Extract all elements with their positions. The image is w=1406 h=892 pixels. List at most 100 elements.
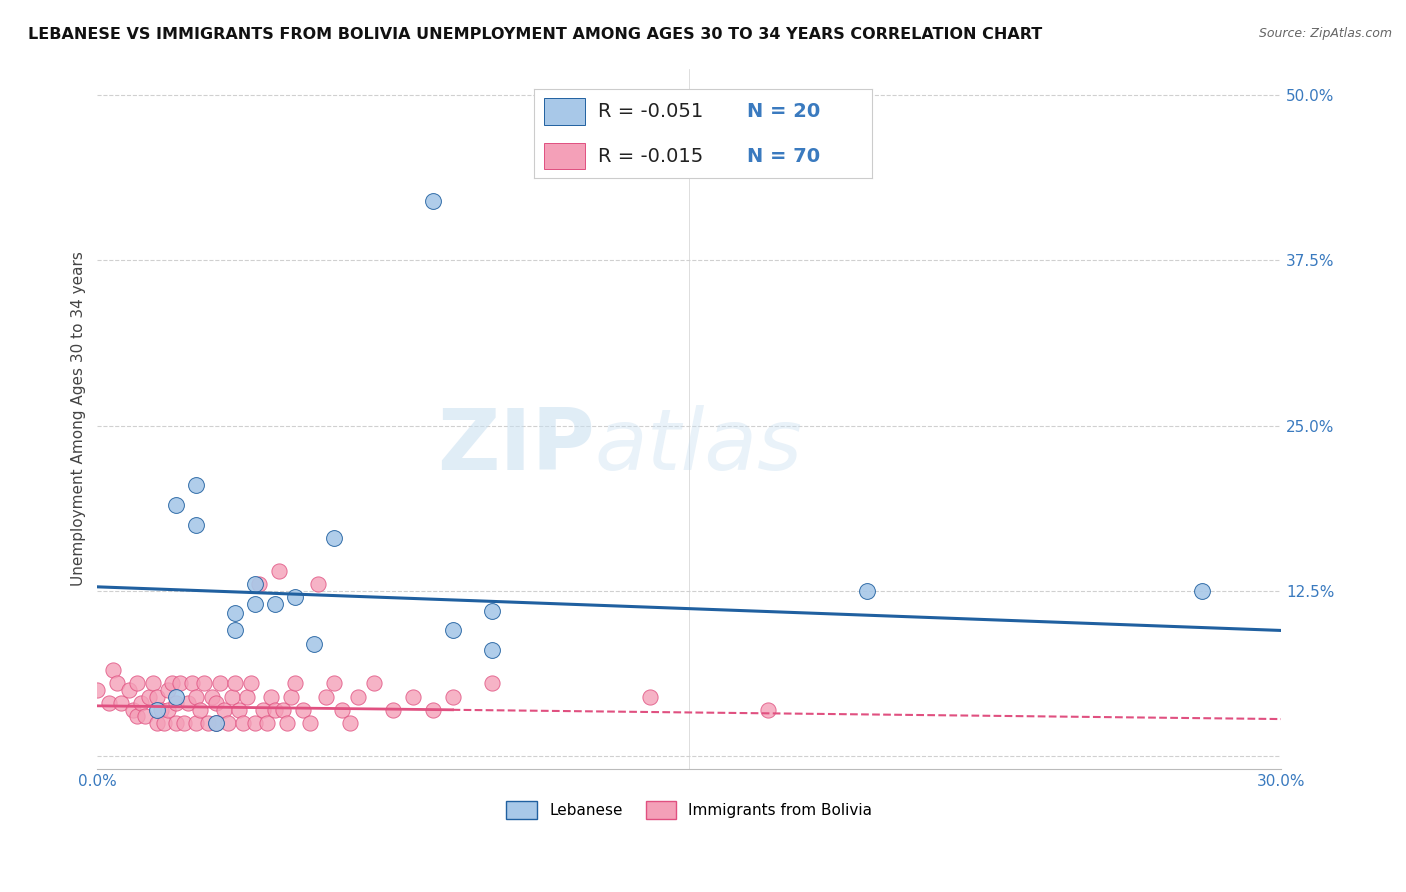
- Point: [201, 690, 224, 704]
- Point: [122, 703, 145, 717]
- Point: [638, 690, 661, 704]
- Point: [204, 716, 226, 731]
- Point: [129, 696, 152, 710]
- Point: [422, 703, 444, 717]
- Point: [165, 696, 187, 710]
- Legend: Lebanese, Immigrants from Bolivia: Lebanese, Immigrants from Bolivia: [501, 795, 879, 825]
- Point: [264, 597, 287, 611]
- Point: [1191, 583, 1213, 598]
- Point: [481, 676, 503, 690]
- Point: [142, 676, 165, 690]
- Text: LEBANESE VS IMMIGRANTS FROM BOLIVIA UNEMPLOYMENT AMONG AGES 30 TO 34 YEARS CORRE: LEBANESE VS IMMIGRANTS FROM BOLIVIA UNEM…: [28, 27, 1042, 42]
- Point: [125, 709, 148, 723]
- Point: [236, 690, 259, 704]
- Point: [188, 703, 211, 717]
- Point: [271, 703, 294, 717]
- Point: [347, 690, 370, 704]
- Point: [284, 676, 307, 690]
- Point: [197, 716, 219, 731]
- Point: [165, 498, 187, 512]
- Point: [267, 564, 290, 578]
- Point: [181, 676, 204, 690]
- Point: [247, 577, 270, 591]
- Text: Source: ZipAtlas.com: Source: ZipAtlas.com: [1258, 27, 1392, 40]
- Point: [184, 517, 207, 532]
- Point: [224, 607, 246, 621]
- Point: [252, 703, 274, 717]
- Point: [856, 583, 879, 598]
- Point: [173, 716, 195, 731]
- Point: [756, 703, 779, 717]
- Point: [204, 716, 226, 731]
- Point: [145, 716, 167, 731]
- Point: [221, 690, 243, 704]
- Text: R = -0.015: R = -0.015: [599, 146, 703, 166]
- Point: [98, 696, 121, 710]
- Point: [323, 676, 346, 690]
- Text: ZIP: ZIP: [437, 406, 595, 489]
- Point: [276, 716, 298, 731]
- Point: [382, 703, 405, 717]
- Point: [125, 676, 148, 690]
- Point: [184, 690, 207, 704]
- Point: [138, 690, 160, 704]
- Point: [280, 690, 302, 704]
- Text: N = 70: N = 70: [747, 146, 820, 166]
- Text: atlas: atlas: [595, 406, 803, 489]
- Point: [228, 703, 250, 717]
- Point: [105, 676, 128, 690]
- Point: [145, 690, 167, 704]
- Point: [481, 643, 503, 657]
- Point: [193, 676, 215, 690]
- Point: [134, 709, 156, 723]
- Point: [165, 716, 187, 731]
- Point: [422, 194, 444, 208]
- Point: [86, 683, 108, 698]
- Point: [256, 716, 278, 731]
- Point: [224, 624, 246, 638]
- Point: [245, 577, 267, 591]
- Point: [110, 696, 132, 710]
- Point: [118, 683, 141, 698]
- Point: [339, 716, 361, 731]
- Point: [481, 604, 503, 618]
- Point: [162, 676, 184, 690]
- Point: [232, 716, 254, 731]
- Point: [441, 690, 464, 704]
- Point: [315, 690, 337, 704]
- Point: [153, 716, 176, 731]
- Point: [149, 703, 172, 717]
- Bar: [544, 98, 585, 125]
- Point: [402, 690, 425, 704]
- Point: [212, 703, 235, 717]
- Point: [284, 591, 307, 605]
- Point: [184, 478, 207, 492]
- Text: N = 20: N = 20: [747, 102, 820, 121]
- Point: [169, 676, 191, 690]
- Y-axis label: Unemployment Among Ages 30 to 34 years: Unemployment Among Ages 30 to 34 years: [72, 252, 86, 586]
- Point: [177, 696, 200, 710]
- Point: [240, 676, 263, 690]
- Point: [264, 703, 287, 717]
- Point: [441, 624, 464, 638]
- Point: [245, 716, 267, 731]
- Point: [184, 716, 207, 731]
- Point: [217, 716, 239, 731]
- Point: [323, 531, 346, 545]
- Point: [101, 663, 124, 677]
- Point: [208, 676, 231, 690]
- Point: [260, 690, 283, 704]
- Text: R = -0.051: R = -0.051: [599, 102, 703, 121]
- Point: [291, 703, 314, 717]
- Point: [307, 577, 329, 591]
- Point: [157, 683, 180, 698]
- Point: [145, 703, 167, 717]
- Point: [204, 696, 226, 710]
- Bar: [544, 143, 585, 169]
- Point: [157, 703, 180, 717]
- Point: [245, 597, 267, 611]
- Point: [165, 690, 187, 704]
- Point: [304, 637, 326, 651]
- Point: [299, 716, 322, 731]
- Point: [330, 703, 353, 717]
